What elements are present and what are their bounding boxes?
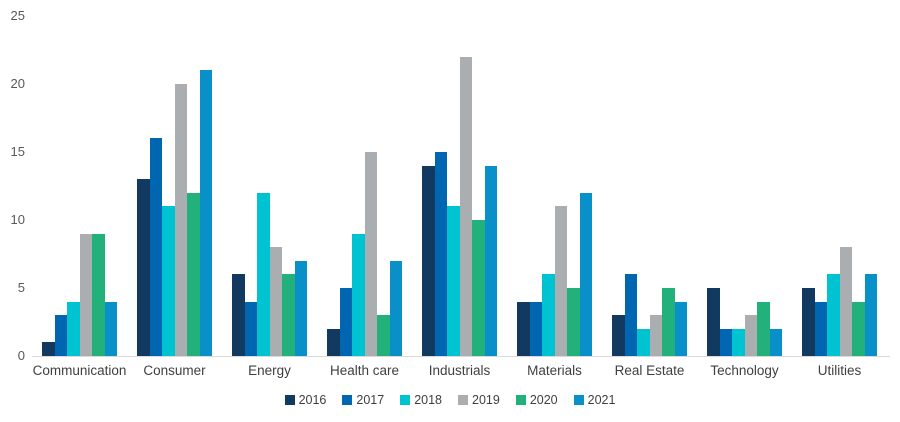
x-category-label: Consumer — [143, 363, 206, 378]
bar-2017-health-care — [339, 288, 352, 356]
bar-2018-real-estate — [637, 328, 650, 356]
legend-item-2019: 2019 — [458, 393, 500, 407]
y-tick-label: 20 — [10, 76, 25, 91]
bar-2020-utilities — [852, 301, 865, 356]
bar-2019-consumer — [174, 84, 187, 356]
bar-2021-energy — [294, 260, 307, 356]
bar-2021-technology — [769, 328, 782, 356]
bar-2020-consumer — [187, 192, 200, 356]
bar-2017-communication — [54, 315, 67, 356]
bar-2017-utilities — [814, 301, 827, 356]
bar-2020-real-estate — [662, 288, 675, 356]
bar-2018-technology — [732, 328, 745, 356]
legend-label: 2019 — [472, 393, 500, 407]
bar-2021-utilities — [864, 274, 877, 356]
x-category-label: Materials — [527, 363, 582, 378]
legend-label: 2016 — [298, 393, 327, 407]
x-category-label: Technology — [710, 363, 779, 378]
bar-2020-health-care — [377, 315, 390, 356]
bar-2016-technology — [707, 288, 720, 356]
x-category-label: Industrials — [428, 363, 491, 378]
legend-swatch-icon — [573, 395, 584, 405]
bar-2021-health-care — [389, 260, 402, 356]
bar-2018-utilities — [827, 274, 840, 356]
legend-item-2016: 2016 — [284, 393, 327, 407]
bar-2020-energy — [282, 274, 295, 356]
bar-2017-industrials — [434, 152, 447, 356]
bar-2019-materials — [554, 206, 567, 356]
legend-item-2018: 2018 — [400, 393, 442, 407]
bar-2018-health-care — [352, 233, 365, 356]
legend-label: 2017 — [356, 393, 385, 407]
bar-2017-energy — [244, 301, 257, 356]
bar-2016-health-care — [327, 328, 340, 356]
bar-2020-technology — [757, 301, 770, 356]
legend-swatch-icon — [342, 395, 353, 405]
bar-2017-technology — [719, 328, 732, 356]
bar-2016-communication — [42, 342, 55, 356]
bar-2019-industrials — [459, 56, 472, 356]
bar-2018-communication — [67, 301, 80, 356]
x-category-label: Utilities — [817, 363, 862, 378]
bar-2021-materials — [579, 192, 592, 356]
x-category-label: Health care — [329, 363, 400, 378]
legend-swatch-icon — [515, 395, 526, 405]
bar-2019-technology — [744, 315, 757, 356]
bar-2019-health-care — [364, 152, 377, 356]
bar-2016-industrials — [422, 165, 435, 356]
x-category-label: Real Estate — [614, 363, 685, 378]
bar-2018-industrials — [447, 206, 460, 356]
bar-2016-energy — [232, 274, 245, 356]
legend: 2016 2017 2018 2019 2020 2021 — [0, 393, 900, 407]
bar-2017-real-estate — [624, 274, 637, 356]
legend-item-2020: 2020 — [515, 393, 558, 407]
bar-2021-communication — [104, 301, 117, 356]
x-category-label: Communication — [32, 363, 127, 378]
legend-item-2017: 2017 — [342, 393, 384, 407]
x-axis-line — [32, 356, 890, 357]
bar-2021-consumer — [199, 70, 212, 356]
bar-2019-communication — [79, 233, 92, 356]
bar-2016-materials — [517, 301, 530, 356]
legend-swatch-icon — [458, 395, 468, 405]
y-tick-label: 15 — [10, 144, 25, 159]
legend-swatch-icon — [284, 395, 295, 405]
y-tick-label: 0 — [17, 348, 25, 363]
bar-2019-real-estate — [649, 315, 662, 356]
bar-2020-materials — [567, 288, 580, 356]
bar-2021-industrials — [484, 165, 497, 356]
bar-2018-materials — [542, 274, 555, 356]
y-tick-label: 25 — [10, 8, 25, 23]
x-category-label: Energy — [248, 363, 291, 378]
legend-label: 2021 — [587, 393, 616, 407]
legend-item-2021: 2021 — [573, 393, 616, 407]
y-tick-label: 5 — [17, 280, 25, 295]
legend-label: 2020 — [529, 393, 558, 407]
bar-2016-real-estate — [612, 315, 625, 356]
bar-2017-materials — [529, 301, 542, 356]
bar-2020-industrials — [472, 220, 485, 356]
bar-2018-energy — [257, 192, 270, 356]
legend-label: 2018 — [414, 393, 442, 407]
bar-2017-consumer — [149, 138, 162, 356]
bar-2018-consumer — [162, 206, 175, 356]
y-tick-label: 10 — [10, 212, 25, 227]
bar-2016-consumer — [137, 179, 150, 356]
legend-swatch-icon — [400, 395, 411, 405]
bar-2016-utilities — [802, 288, 815, 356]
bar-2020-communication — [92, 233, 105, 356]
bar-2021-real-estate — [674, 301, 687, 356]
bar-2019-utilities — [839, 247, 852, 356]
bar-2019-energy — [269, 247, 282, 356]
